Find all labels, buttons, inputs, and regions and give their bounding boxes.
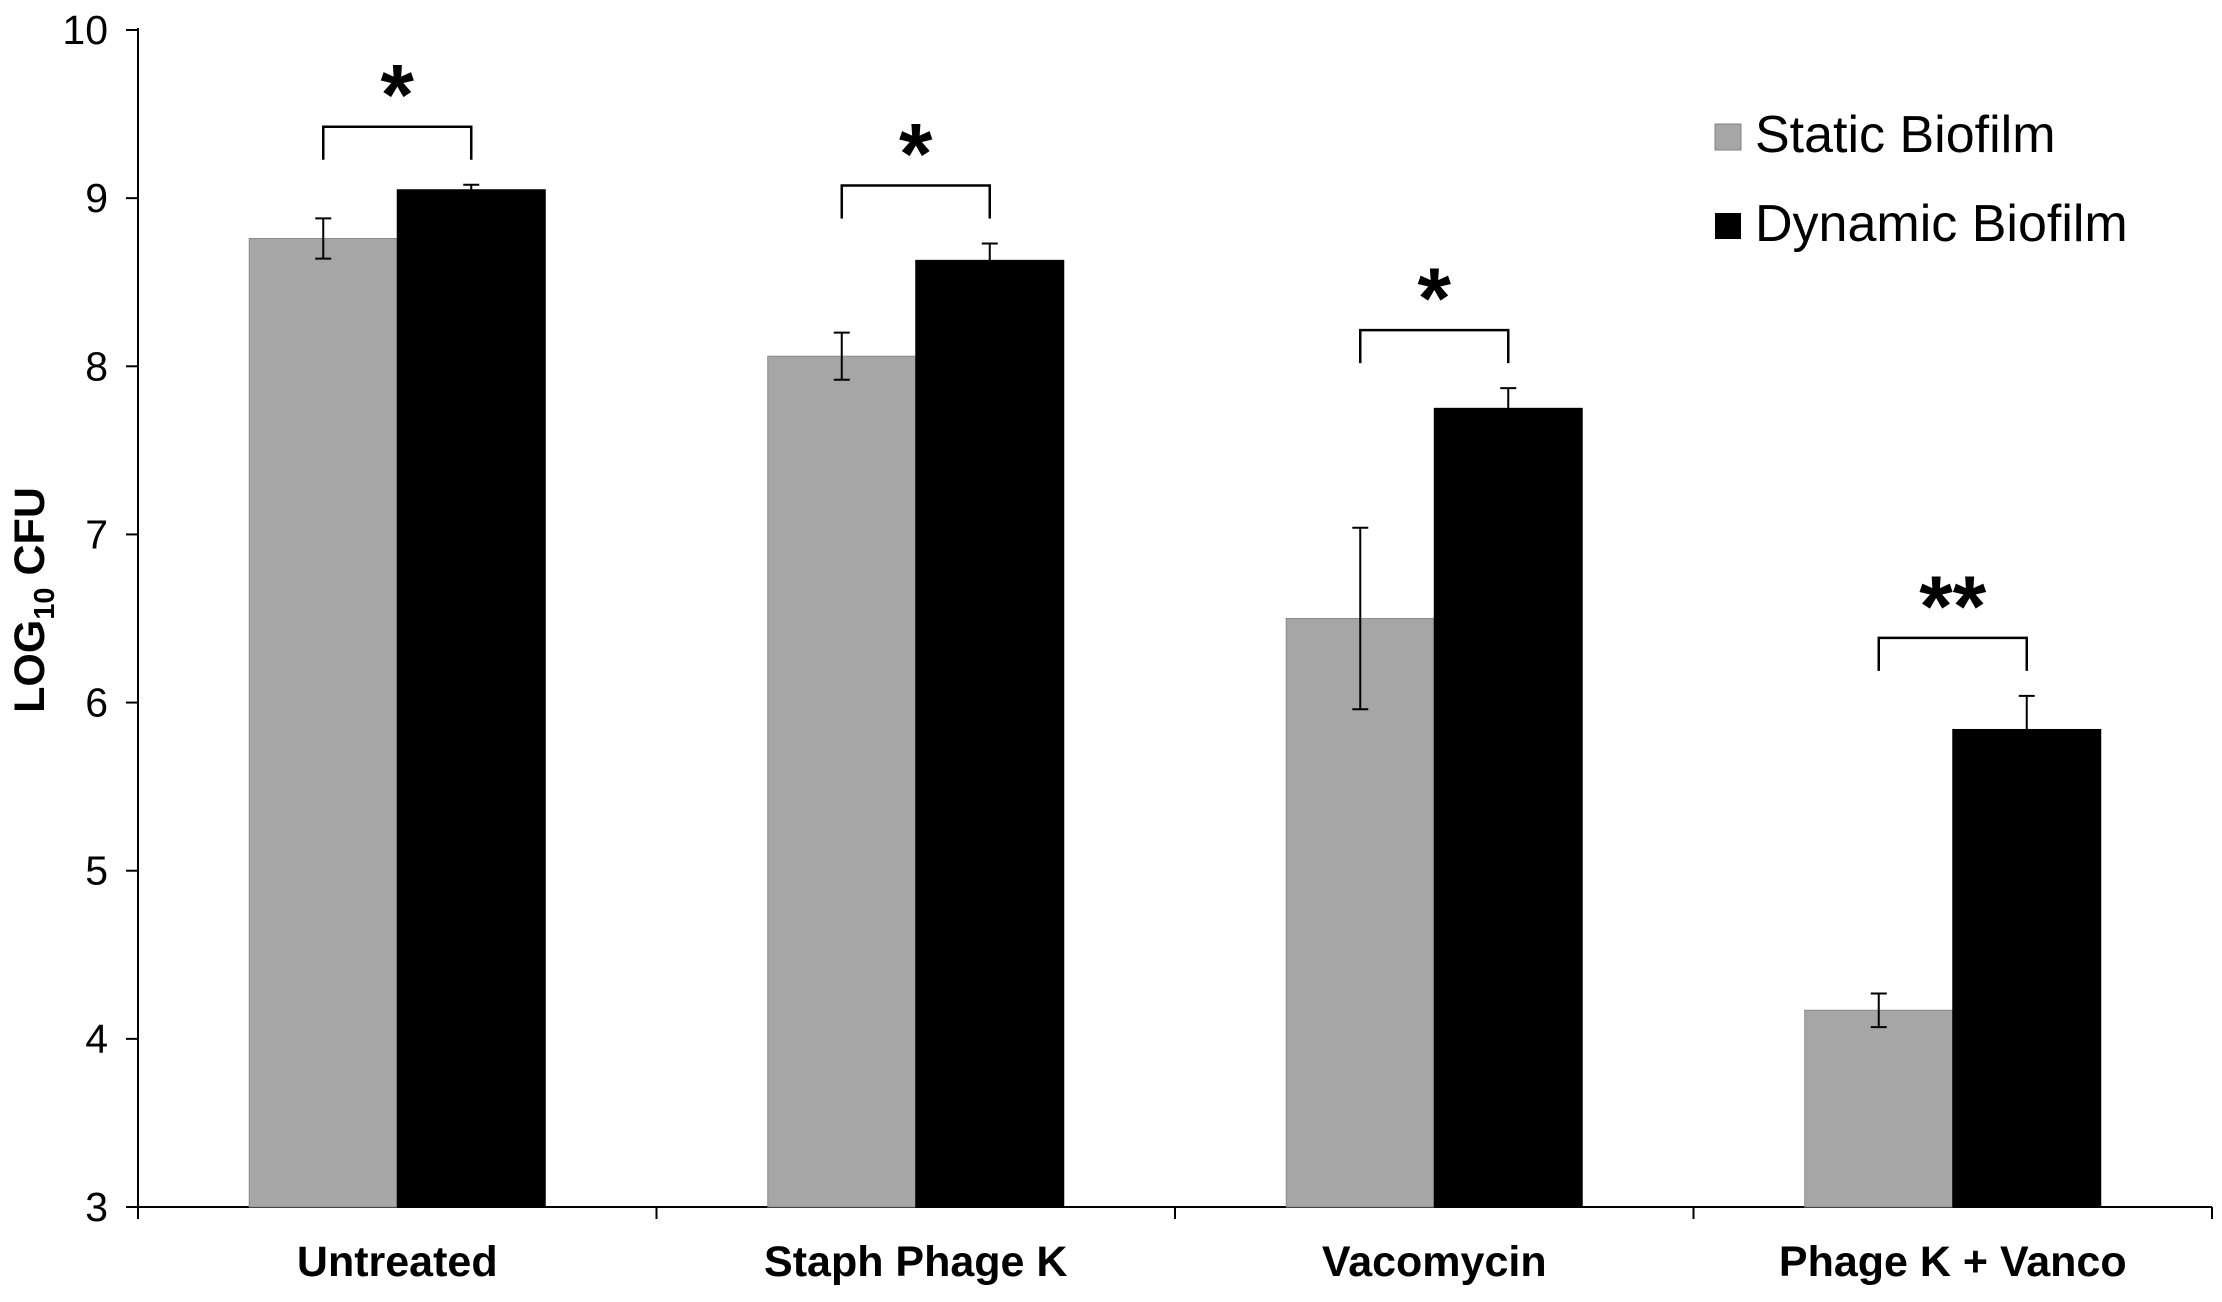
y-tick-label: 10 <box>62 7 108 53</box>
bar-dynamic <box>1433 407 1583 1208</box>
significance-label: * <box>1418 251 1452 347</box>
legend-swatch-dynamic <box>1715 213 1741 239</box>
legend-label-dynamic: Dynamic Biofilm <box>1755 195 2128 253</box>
bar-static <box>1804 1009 1954 1208</box>
x-tick-label: Vacomycin <box>1322 1238 1547 1286</box>
y-tick-label: 3 <box>85 1184 108 1230</box>
x-tick-label: Staph Phage K <box>764 1238 1067 1286</box>
significance-bracket <box>1359 328 1510 364</box>
y-tick-label: 7 <box>85 511 108 557</box>
significance-label: * <box>899 107 933 203</box>
legend-label-static: Static Biofilm <box>1755 106 2056 164</box>
error-bars <box>315 183 2035 1029</box>
y-tick-label: 9 <box>85 175 108 221</box>
x-tick-label: Phage K + Vanco <box>1779 1238 2127 1286</box>
y-axis-label: LOG10 CFU <box>6 487 61 713</box>
bar-static <box>767 355 917 1208</box>
significance-markers: ***** <box>322 48 2028 671</box>
significance-bracket <box>840 184 991 219</box>
significance-bracket <box>322 125 473 160</box>
bar-static <box>1285 618 1435 1208</box>
legend-swatch-static <box>1714 123 1742 151</box>
y-tick-label: 8 <box>85 343 108 389</box>
y-tick-label: 5 <box>85 848 108 894</box>
y-tick-label: 4 <box>85 1016 108 1062</box>
x-tick-label: Untreated <box>297 1238 498 1286</box>
y-tick-label: 6 <box>85 680 108 726</box>
significance-bracket <box>1877 636 2028 671</box>
y-axis-label-main: LOG <box>6 620 54 713</box>
bar-static <box>248 237 398 1208</box>
legend: Static Biofilm Dynamic Biofilm <box>1714 106 2128 253</box>
y-axis-label-suffix: CFU <box>6 487 54 587</box>
y-axis-label-subscript: 10 <box>29 587 61 619</box>
axes: 3 4 5 6 7 8 9 10 Untreated Staph Phage K Vacomycin… <box>62 7 2213 1286</box>
bars <box>248 189 2102 1208</box>
significance-label: * <box>381 48 415 144</box>
bar-dynamic <box>915 259 1065 1208</box>
bar-dynamic <box>1952 728 2102 1208</box>
bar-dynamic <box>396 189 546 1208</box>
significance-label: ** <box>1919 559 1986 655</box>
